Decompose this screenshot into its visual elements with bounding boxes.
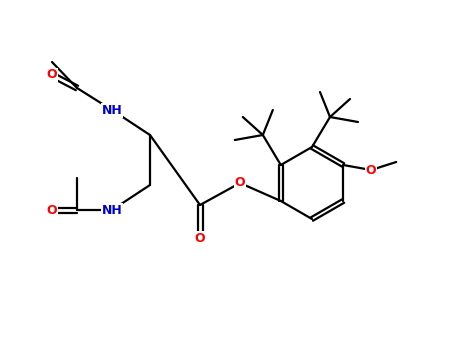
- Text: NH: NH: [101, 203, 122, 217]
- Text: O: O: [47, 203, 57, 217]
- Text: O: O: [366, 163, 376, 176]
- Text: O: O: [195, 231, 205, 245]
- Text: NH: NH: [101, 104, 122, 117]
- Text: O: O: [47, 69, 57, 82]
- Text: O: O: [235, 176, 245, 189]
